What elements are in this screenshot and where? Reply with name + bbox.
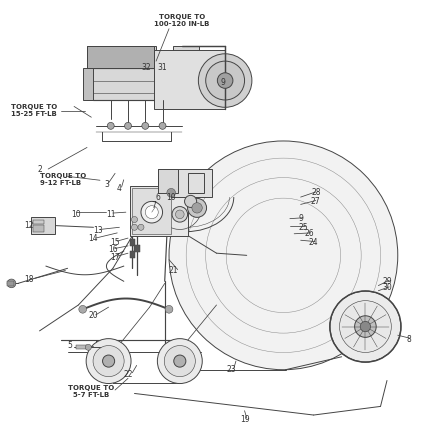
Text: 15: 15 [110,238,120,247]
Text: 7: 7 [152,201,156,210]
Text: 10: 10 [71,210,81,219]
Circle shape [206,61,245,100]
Circle shape [157,339,202,384]
Bar [135,246,140,252]
Bar [7,281,14,285]
Circle shape [103,355,115,367]
Bar [130,186,188,236]
Text: TORQUE TO
100-120 IN-LB: TORQUE TO 100-120 IN-LB [154,13,210,26]
Text: 17: 17 [110,253,120,262]
Text: 3: 3 [104,180,109,189]
Text: 23: 23 [227,365,236,374]
Polygon shape [87,46,154,68]
Circle shape [184,195,197,207]
Circle shape [330,291,401,362]
Circle shape [169,141,398,370]
Text: 13: 13 [93,226,103,235]
Circle shape [360,321,371,332]
Text: 2: 2 [37,165,42,174]
Text: 14: 14 [89,234,98,243]
Text: 26: 26 [304,229,314,238]
Text: 25: 25 [298,223,307,232]
Text: 29: 29 [382,277,392,286]
Circle shape [7,279,16,288]
Circle shape [175,210,184,219]
Text: 8: 8 [406,335,411,344]
Text: 5: 5 [67,342,72,350]
Circle shape [79,305,87,313]
Bar [33,225,44,232]
Bar [31,217,55,234]
Text: 18: 18 [24,275,33,284]
Circle shape [86,339,131,384]
Circle shape [125,123,132,129]
Text: 6: 6 [156,193,161,202]
Circle shape [165,305,173,313]
Circle shape [132,216,138,223]
Polygon shape [87,46,199,100]
Bar [33,220,44,224]
Bar [188,173,204,193]
Text: 9: 9 [298,214,303,223]
Circle shape [142,123,149,129]
Text: 30: 30 [382,283,392,292]
Bar [158,169,178,193]
Circle shape [141,201,162,223]
Text: 16: 16 [108,245,118,254]
Text: TORQUE TO
15-25 FT-LB: TORQUE TO 15-25 FT-LB [12,104,58,117]
Text: 27: 27 [311,197,320,206]
Bar [132,188,171,234]
Text: 31: 31 [158,63,168,72]
Circle shape [138,224,144,230]
Circle shape [187,198,207,217]
Text: 32: 32 [142,63,152,72]
Text: 19: 19 [240,415,249,424]
Circle shape [93,346,124,377]
Circle shape [85,344,91,350]
Bar [76,345,87,349]
Text: 22: 22 [123,369,133,378]
Polygon shape [83,68,94,100]
Text: 28: 28 [311,188,320,197]
Text: 24: 24 [309,238,318,247]
Text: TORQUE TO
9-12 FT-LB: TORQUE TO 9-12 FT-LB [39,173,86,186]
Circle shape [107,123,114,129]
Text: 10: 10 [166,193,176,202]
Circle shape [198,54,252,107]
Text: 12: 12 [24,222,33,230]
Circle shape [167,188,175,197]
Text: 9: 9 [220,78,226,87]
Circle shape [174,355,186,367]
Text: TORQUE TO
5-7 FT-LB: TORQUE TO 5-7 FT-LB [68,385,114,398]
Text: 11: 11 [106,210,116,219]
Circle shape [217,73,233,88]
Text: 4: 4 [117,184,122,193]
Text: 21: 21 [168,266,178,275]
Bar [158,169,212,197]
Circle shape [159,123,166,129]
Bar [130,251,136,258]
Bar [130,239,136,246]
Circle shape [339,301,391,352]
Text: 20: 20 [89,311,98,320]
Circle shape [132,224,138,230]
Circle shape [192,203,202,213]
Circle shape [145,206,158,219]
Polygon shape [154,50,225,109]
Circle shape [355,316,376,337]
Circle shape [172,207,187,222]
Circle shape [164,346,195,377]
